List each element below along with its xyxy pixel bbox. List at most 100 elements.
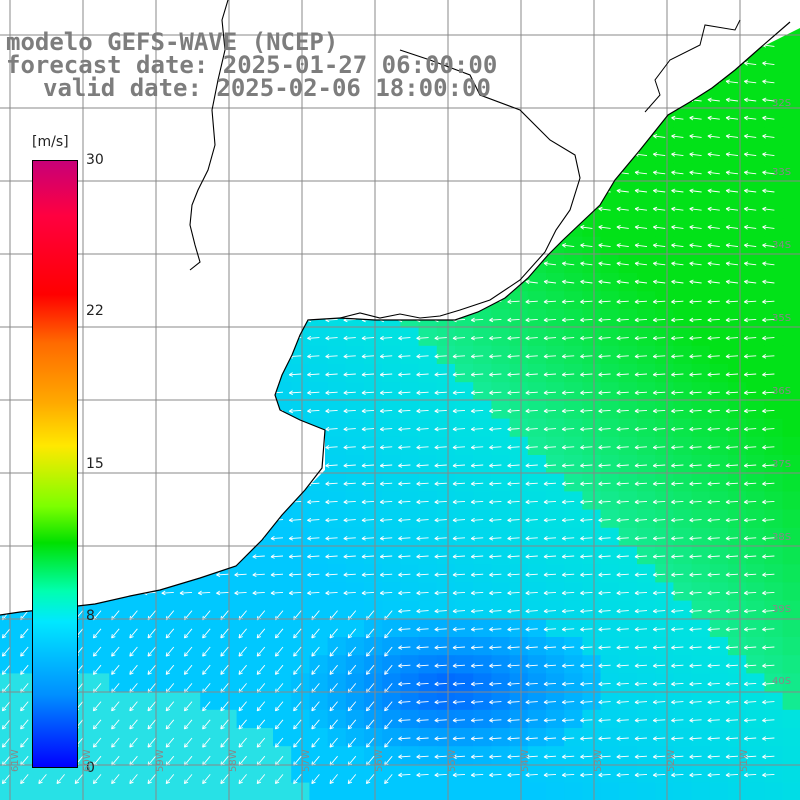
speed-cell	[709, 600, 729, 620]
speed-cell	[709, 309, 729, 329]
speed-cell	[418, 673, 438, 693]
speed-cell	[418, 728, 438, 747]
speed-cell	[527, 491, 547, 511]
speed-cell	[491, 637, 511, 656]
speed-cell	[782, 655, 800, 674]
speed-cell	[309, 400, 329, 420]
speed-cell	[546, 455, 565, 474]
speed-cell	[382, 400, 401, 420]
speed-cell	[382, 509, 401, 529]
speed-cell	[618, 436, 638, 456]
speed-cell	[509, 691, 529, 711]
speed-cell	[527, 582, 547, 602]
speed-cell	[618, 764, 638, 784]
lat-label: 38S	[772, 532, 792, 543]
speed-cell	[655, 418, 674, 438]
speed-cell	[546, 764, 565, 784]
speed-cell	[673, 473, 693, 492]
speed-cell	[582, 618, 602, 638]
speed-cell	[746, 782, 765, 800]
speed-cell	[473, 509, 492, 529]
speed-cell	[473, 527, 492, 547]
speed-cell	[709, 473, 729, 492]
speed-cell	[564, 364, 583, 383]
speed-cell	[637, 382, 656, 401]
colorbar-tick-22: 22	[86, 303, 104, 319]
speed-cell	[582, 673, 602, 693]
speed-cell	[782, 54, 800, 74]
speed-cell	[618, 473, 638, 492]
speed-cell	[400, 655, 420, 674]
speed-cell	[691, 582, 711, 602]
speed-cell	[655, 455, 674, 474]
speed-cell	[655, 637, 674, 656]
speed-cell	[291, 582, 310, 602]
speed-cell	[782, 400, 800, 420]
speed-cell	[473, 564, 492, 583]
speed-cell	[564, 527, 583, 547]
speed-cell	[418, 600, 438, 620]
speed-cell	[746, 600, 765, 620]
speed-cell	[436, 655, 456, 674]
speed-cell	[637, 582, 656, 602]
speed-cell	[764, 582, 784, 602]
speed-cell	[673, 691, 693, 711]
speed-cell	[655, 382, 674, 401]
speed-cell	[709, 546, 729, 565]
speed-cell	[746, 309, 765, 329]
speed-cell	[546, 673, 565, 693]
speed-cell	[691, 491, 711, 511]
speed-cell	[527, 546, 547, 565]
speed-cell	[782, 72, 800, 92]
speed-cell	[637, 527, 656, 547]
speed-cell	[364, 400, 383, 420]
speed-cell	[564, 582, 583, 602]
speed-cell	[637, 473, 656, 492]
speed-cell	[564, 436, 583, 456]
speed-cell	[582, 600, 602, 620]
speed-cell	[418, 473, 438, 492]
speed-cell	[91, 782, 110, 800]
speed-cell	[691, 673, 711, 693]
speed-cell	[582, 309, 602, 329]
speed-cell	[400, 709, 420, 729]
speed-cell	[764, 618, 784, 638]
speed-cell	[345, 509, 365, 529]
speed-cell	[673, 491, 693, 511]
lon-label: 57W	[301, 749, 312, 772]
speed-cell	[327, 455, 347, 474]
speed-cell	[746, 582, 765, 602]
speed-cell	[364, 436, 383, 456]
speed-cell	[364, 491, 383, 511]
speed-cell	[491, 746, 511, 765]
speed-cell	[728, 382, 747, 401]
speed-cell	[473, 436, 492, 456]
speed-cell	[618, 291, 638, 310]
speed-cell	[728, 728, 747, 747]
speed-cell	[728, 364, 747, 383]
speed-cell	[163, 782, 183, 800]
speed-cell	[382, 564, 401, 583]
speed-cell	[382, 527, 401, 547]
speed-cell	[655, 655, 674, 674]
speed-cell	[455, 473, 474, 492]
speed-cell	[473, 782, 492, 800]
speed-cell	[782, 436, 800, 456]
speed-cell	[382, 582, 401, 602]
speed-cell	[637, 764, 656, 784]
speed-cell	[327, 345, 347, 365]
speed-cell	[527, 364, 547, 383]
speed-cell	[418, 436, 438, 456]
speed-cell	[436, 546, 456, 565]
speed-cell	[655, 509, 674, 529]
speed-cell	[182, 582, 201, 602]
speed-cell	[637, 491, 656, 511]
speed-cell	[546, 746, 565, 765]
speed-cell	[764, 327, 784, 347]
speed-cell	[637, 327, 656, 347]
speed-cell	[564, 673, 583, 693]
speed-cell	[509, 728, 529, 747]
speed-cell	[600, 673, 620, 693]
speed-cell	[546, 582, 565, 602]
speed-cell	[655, 564, 674, 583]
